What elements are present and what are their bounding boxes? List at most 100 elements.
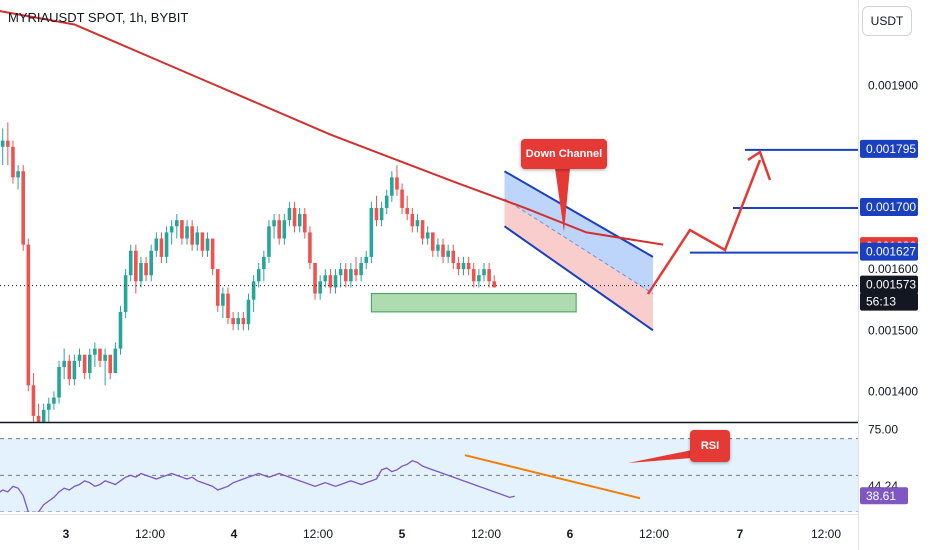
price-tag-label: 0.001627 (866, 245, 916, 259)
candle-body (390, 177, 394, 196)
candle-body (134, 250, 138, 282)
price-tag-label: 56:13 (866, 295, 896, 309)
candle-body (451, 250, 456, 263)
candle-body (405, 207, 409, 215)
candle-body (0, 140, 5, 147)
candle-body (118, 311, 123, 349)
candle-body (297, 214, 302, 227)
x-tick-label: 4 (231, 527, 238, 541)
candle-body (185, 226, 189, 239)
candle-body (180, 220, 184, 239)
x-tick-label: 7 (737, 527, 744, 541)
candle-body (328, 275, 333, 288)
candle-body (98, 348, 102, 361)
candle-body (338, 269, 343, 276)
price-tag (860, 292, 918, 311)
candle-body (318, 281, 322, 294)
x-tick-label: 12:00 (811, 527, 841, 541)
price-tag (860, 197, 918, 216)
candle-body (221, 293, 225, 306)
candle-body (251, 281, 256, 300)
candle-body (379, 207, 384, 221)
candle-body (384, 195, 389, 208)
candle-body (431, 232, 435, 251)
candle-body (313, 262, 317, 294)
candle-body (195, 232, 200, 245)
candle-body (154, 238, 159, 251)
candle-body (67, 360, 72, 380)
candle-body (72, 360, 77, 380)
candle-body (343, 269, 348, 282)
candle-body (31, 385, 36, 416)
projection-arrowhead (747, 150, 772, 181)
price-tag-label: 0.001573 (866, 278, 916, 292)
candle-body (308, 232, 312, 263)
candle-body (139, 262, 143, 282)
price-tag (860, 139, 918, 158)
candle-body (369, 207, 374, 257)
candle-body (477, 275, 481, 282)
candle-body (200, 232, 205, 251)
x-tick-label: 12:00 (135, 527, 165, 541)
candle-body (466, 262, 471, 270)
rsi-tick-label: 75.00 (868, 423, 898, 437)
candle-body (400, 189, 404, 208)
candle-body (57, 366, 61, 398)
candle-body (6, 140, 10, 147)
candle-body (215, 269, 220, 306)
candle-body (354, 269, 358, 276)
candle-body (16, 171, 20, 178)
price-tag-label: 0.001700 (866, 200, 916, 214)
candle-body (190, 226, 194, 245)
candle-body (267, 226, 271, 257)
x-tick-label: 3 (63, 527, 70, 541)
candle-body (246, 299, 251, 325)
candle-body (26, 244, 31, 386)
channel-mid-line (504, 198, 654, 294)
candle-body (292, 207, 297, 227)
down-channel-callout: Down Channel (521, 139, 607, 169)
candle-body (436, 244, 440, 251)
y-tick-label: 0.001500 (868, 323, 918, 337)
price-tag-label: 0.001795 (866, 142, 916, 156)
support-zone (370, 293, 577, 313)
y-tick-label: 0.001400 (868, 384, 918, 398)
x-tick-label: 5 (399, 527, 406, 541)
candle-body (169, 226, 174, 233)
candle-body (471, 269, 476, 282)
candle-body (333, 275, 338, 288)
candle-body (36, 415, 41, 422)
rsi-line (0, 459, 515, 512)
candle-body (226, 293, 230, 319)
channel-upper-line (503, 170, 654, 258)
price-tag (860, 242, 918, 261)
candle-body (359, 262, 363, 276)
candle-body (282, 220, 287, 239)
candle-body (87, 354, 92, 374)
candle-body (93, 348, 97, 355)
candle-body (47, 403, 51, 410)
candle-body (241, 318, 246, 325)
candle-body (52, 397, 56, 404)
currency-selector[interactable]: USDT (862, 6, 912, 36)
rsi-callout-pointer (628, 450, 692, 463)
rsi-callout: RSI (690, 430, 730, 462)
projection-path (646, 159, 762, 295)
candle-body (272, 220, 276, 227)
candle-body (374, 207, 379, 221)
candle-body (149, 250, 153, 276)
channel-upper-fill (504, 171, 653, 294)
channel-lower-fill (504, 198, 653, 331)
candle-body (461, 262, 466, 270)
candle-body (256, 269, 261, 282)
rsi-value-tag (860, 487, 908, 505)
candle-body (175, 220, 179, 227)
candle-body (11, 146, 15, 178)
channel-lower-line (503, 225, 654, 332)
candle-body (113, 348, 118, 374)
candle-body (303, 214, 307, 233)
candle-body (164, 232, 169, 257)
candle-body (425, 232, 430, 239)
x-tick-label: 12:00 (471, 527, 501, 541)
